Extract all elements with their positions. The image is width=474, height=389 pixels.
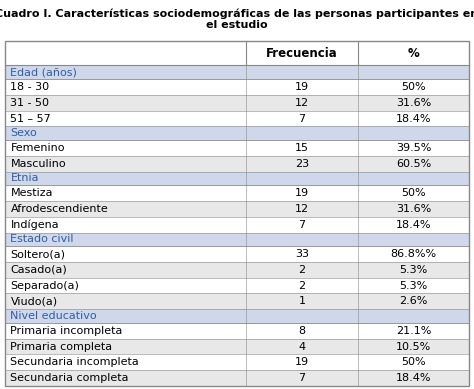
Text: 21.1%: 21.1%	[396, 326, 431, 336]
Bar	[5, 65, 469, 79]
Text: 7: 7	[299, 373, 306, 383]
Text: Masculino: Masculino	[10, 159, 66, 169]
Text: 86.8%%: 86.8%%	[391, 249, 437, 259]
Text: 19: 19	[295, 357, 309, 367]
Text: Mestiza: Mestiza	[10, 188, 53, 198]
Text: 31.6%: 31.6%	[396, 98, 431, 108]
Text: Primaria completa: Primaria completa	[10, 342, 112, 352]
Text: Separado(a): Separado(a)	[10, 280, 79, 291]
Bar	[5, 79, 469, 95]
Bar	[5, 323, 469, 339]
Text: 2: 2	[299, 280, 306, 291]
Text: 51 – 57: 51 – 57	[10, 114, 51, 124]
Text: 2: 2	[299, 265, 306, 275]
Text: Soltero(a): Soltero(a)	[10, 249, 65, 259]
Text: 15: 15	[295, 143, 309, 153]
Text: el estudio: el estudio	[206, 20, 268, 30]
Bar	[5, 293, 469, 309]
Bar	[5, 339, 469, 354]
Text: Viudo(a): Viudo(a)	[10, 296, 57, 307]
Text: Nivel educativo: Nivel educativo	[10, 311, 97, 321]
Text: Sexo: Sexo	[10, 128, 37, 138]
Text: Primaria incompleta: Primaria incompleta	[10, 326, 123, 336]
Text: 18 - 30: 18 - 30	[10, 82, 50, 92]
Bar	[5, 262, 469, 278]
Text: 1: 1	[299, 296, 306, 307]
Bar	[5, 185, 469, 201]
Text: Secundaria completa: Secundaria completa	[10, 373, 129, 383]
Text: 23: 23	[295, 159, 309, 169]
Text: 33: 33	[295, 249, 309, 259]
Text: 2.6%: 2.6%	[399, 296, 428, 307]
Text: Cuadro I. Características sociodemográficas de las personas participantes en: Cuadro I. Características sociodemográfi…	[0, 9, 474, 19]
Bar	[5, 140, 469, 156]
Bar	[5, 370, 469, 386]
Text: 50%: 50%	[401, 82, 426, 92]
Text: 31.6%: 31.6%	[396, 204, 431, 214]
Text: 10.5%: 10.5%	[396, 342, 431, 352]
Text: Frecuencia: Frecuencia	[266, 47, 338, 60]
Text: 50%: 50%	[401, 188, 426, 198]
Bar	[5, 217, 469, 233]
Text: Casado(a): Casado(a)	[10, 265, 67, 275]
Text: 18.4%: 18.4%	[396, 220, 431, 230]
Text: 19: 19	[295, 82, 309, 92]
Bar	[5, 309, 469, 323]
Text: 39.5%: 39.5%	[396, 143, 431, 153]
Bar	[5, 41, 469, 386]
Text: Afrodescendiente: Afrodescendiente	[10, 204, 108, 214]
Bar	[5, 41, 469, 65]
Bar	[5, 278, 469, 293]
Text: 12: 12	[295, 204, 309, 214]
Text: 19: 19	[295, 188, 309, 198]
Bar	[5, 111, 469, 126]
Bar	[5, 172, 469, 185]
Text: 5.3%: 5.3%	[400, 280, 428, 291]
Text: Secundaria incompleta: Secundaria incompleta	[10, 357, 139, 367]
Text: 31 - 50: 31 - 50	[10, 98, 49, 108]
Text: 4: 4	[299, 342, 306, 352]
Bar	[5, 233, 469, 246]
Text: 5.3%: 5.3%	[400, 265, 428, 275]
Text: %: %	[408, 47, 419, 60]
Bar	[5, 354, 469, 370]
Text: 18.4%: 18.4%	[396, 114, 431, 124]
Text: Indígena: Indígena	[10, 219, 59, 230]
Bar	[5, 156, 469, 172]
Text: 18.4%: 18.4%	[396, 373, 431, 383]
Text: Estado civil: Estado civil	[10, 235, 74, 244]
Bar	[5, 126, 469, 140]
Text: 60.5%: 60.5%	[396, 159, 431, 169]
Text: 50%: 50%	[401, 357, 426, 367]
Text: 7: 7	[299, 220, 306, 230]
Text: 8: 8	[299, 326, 306, 336]
Bar	[5, 246, 469, 262]
Text: Edad (años): Edad (años)	[10, 67, 77, 77]
Bar	[5, 95, 469, 111]
Text: Etnia: Etnia	[10, 173, 39, 184]
Text: Femenino: Femenino	[10, 143, 65, 153]
Text: 7: 7	[299, 114, 306, 124]
Bar	[5, 201, 469, 217]
Text: 12: 12	[295, 98, 309, 108]
